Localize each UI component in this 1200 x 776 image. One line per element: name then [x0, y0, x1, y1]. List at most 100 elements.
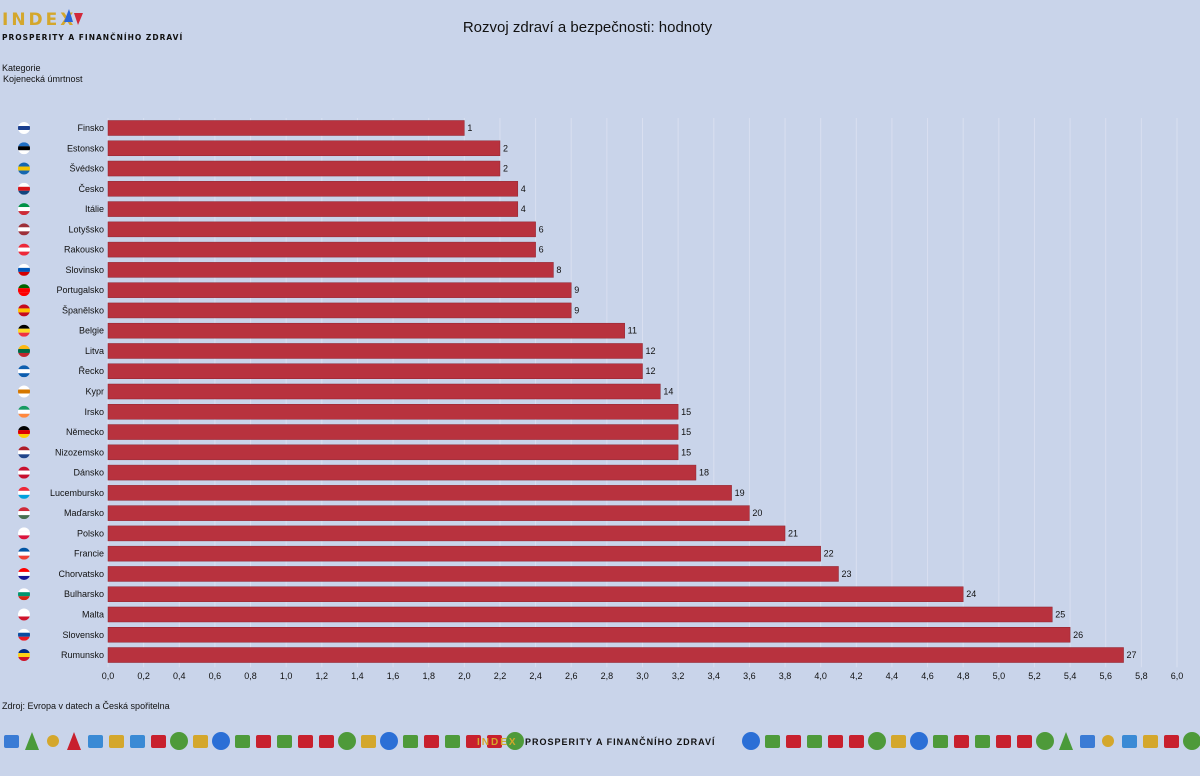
- bar[interactable]: [107, 485, 732, 501]
- x-tick-label: 3,0: [636, 671, 649, 681]
- bar[interactable]: [107, 262, 554, 278]
- category-label: Estonsko: [67, 143, 104, 153]
- logo: INDEX PROSPERITY A FINANČNÍHO ZDRAVÍ: [2, 9, 183, 42]
- data-label: 11: [628, 326, 637, 336]
- bar[interactable]: [107, 505, 750, 521]
- x-tick-label: 0,2: [137, 671, 150, 681]
- flag-icon: [18, 507, 30, 520]
- bar[interactable]: [107, 282, 572, 298]
- x-tick-label: 6,0: [1171, 671, 1184, 681]
- category-label: Řecko: [78, 366, 104, 376]
- flag-icon: [18, 263, 30, 276]
- flag-icon: [18, 385, 30, 398]
- data-label: 4: [521, 204, 526, 214]
- building-icon: [487, 735, 502, 748]
- data-label: 14: [663, 387, 673, 397]
- category-value[interactable]: Kojenecká úmrtnost: [3, 74, 83, 84]
- footer-logo-subtitle: PROSPERITY A FINANČNÍHO ZDRAVÍ: [525, 736, 716, 747]
- flag-icon: [18, 446, 30, 459]
- bar[interactable]: [107, 566, 839, 582]
- bar[interactable]: [107, 322, 625, 339]
- x-tick-label: 5,0: [993, 671, 1006, 681]
- source-note: Zdroj: Evropa v datech a Česká spořiteln…: [2, 701, 170, 711]
- data-label: 22: [824, 549, 834, 559]
- bar[interactable]: [107, 586, 964, 602]
- flag-icon: [18, 344, 30, 357]
- x-tick-label: 1,2: [316, 671, 329, 681]
- bar[interactable]: [107, 627, 1071, 643]
- flag-icon: [18, 304, 30, 317]
- bar[interactable]: [107, 201, 519, 217]
- flag-icon: [18, 223, 30, 236]
- x-tick-label: 0,0: [102, 671, 115, 681]
- gear-icon: [807, 735, 822, 748]
- bar[interactable]: [107, 343, 643, 359]
- x-tick-label: 1,4: [351, 671, 364, 681]
- bench-icon: [256, 735, 271, 748]
- bar[interactable]: [107, 404, 679, 420]
- bar[interactable]: [107, 545, 821, 562]
- flag-icon: [18, 203, 30, 216]
- x-tick-label: 0,4: [173, 671, 186, 681]
- gear-icon: [277, 735, 292, 748]
- building-icon: [319, 735, 334, 748]
- bar[interactable]: [107, 606, 1053, 623]
- x-tick-label: 0,8: [244, 671, 257, 681]
- waves-icon: [4, 735, 19, 748]
- lake-icon: [742, 732, 760, 750]
- data-label: 6: [539, 245, 544, 255]
- flag-icon: [18, 547, 30, 560]
- bar[interactable]: [107, 160, 501, 177]
- bar[interactable]: [107, 120, 465, 136]
- x-tick-label: 3,4: [708, 671, 721, 681]
- category-label: Německo: [66, 427, 104, 437]
- data-label: 12: [646, 346, 656, 356]
- bar[interactable]: [107, 221, 536, 238]
- category-label: Lotyšsko: [68, 224, 104, 234]
- flag-icon: [18, 284, 30, 297]
- tower-icon: [1143, 735, 1158, 748]
- lake-icon: [380, 732, 398, 750]
- x-tick-label: 1,8: [422, 671, 435, 681]
- data-label: 18: [699, 468, 709, 478]
- flag-icon: [18, 608, 30, 621]
- building-icon: [849, 735, 864, 748]
- bar[interactable]: [107, 241, 536, 258]
- mountains-icon: [67, 732, 81, 750]
- x-tick-label: 4,4: [886, 671, 899, 681]
- category-label: Litva: [85, 346, 104, 356]
- data-label: 1: [467, 123, 472, 133]
- bar[interactable]: [107, 181, 519, 197]
- bar[interactable]: [107, 424, 679, 440]
- lake-icon: [212, 732, 230, 750]
- city-icon: [361, 735, 376, 748]
- category-label: Polsko: [77, 528, 104, 538]
- data-label: 15: [681, 407, 691, 417]
- category-label: Maďarsko: [64, 508, 104, 518]
- fountain-icon: [130, 735, 145, 748]
- x-tick-label: 2,0: [458, 671, 471, 681]
- fence-icon: [996, 735, 1011, 748]
- category-label: Chorvatsko: [58, 569, 104, 579]
- bar[interactable]: [107, 363, 643, 379]
- data-label: 19: [735, 488, 745, 498]
- bar[interactable]: [107, 383, 661, 400]
- bench-icon: [954, 735, 969, 748]
- data-label: 15: [681, 427, 691, 437]
- bar[interactable]: [107, 464, 697, 481]
- bar[interactable]: [107, 444, 679, 461]
- bar[interactable]: [107, 140, 501, 157]
- category-label: Rakousko: [64, 245, 104, 255]
- flag-icon: [18, 466, 30, 479]
- data-label: 24: [966, 589, 976, 599]
- bar[interactable]: [107, 302, 572, 319]
- city-icon: [891, 735, 906, 748]
- category-label: Irsko: [84, 407, 104, 417]
- logo-triangles-icon: [64, 9, 83, 25]
- bar[interactable]: [107, 647, 1124, 663]
- category-label: Slovensko: [62, 630, 104, 640]
- data-label: 2: [503, 143, 508, 153]
- data-label: 23: [841, 569, 851, 579]
- footer-decoration: INDEX PROSPERITY A FINANČNÍHO ZDRAVÍ: [4, 732, 1200, 750]
- bar[interactable]: [107, 525, 786, 542]
